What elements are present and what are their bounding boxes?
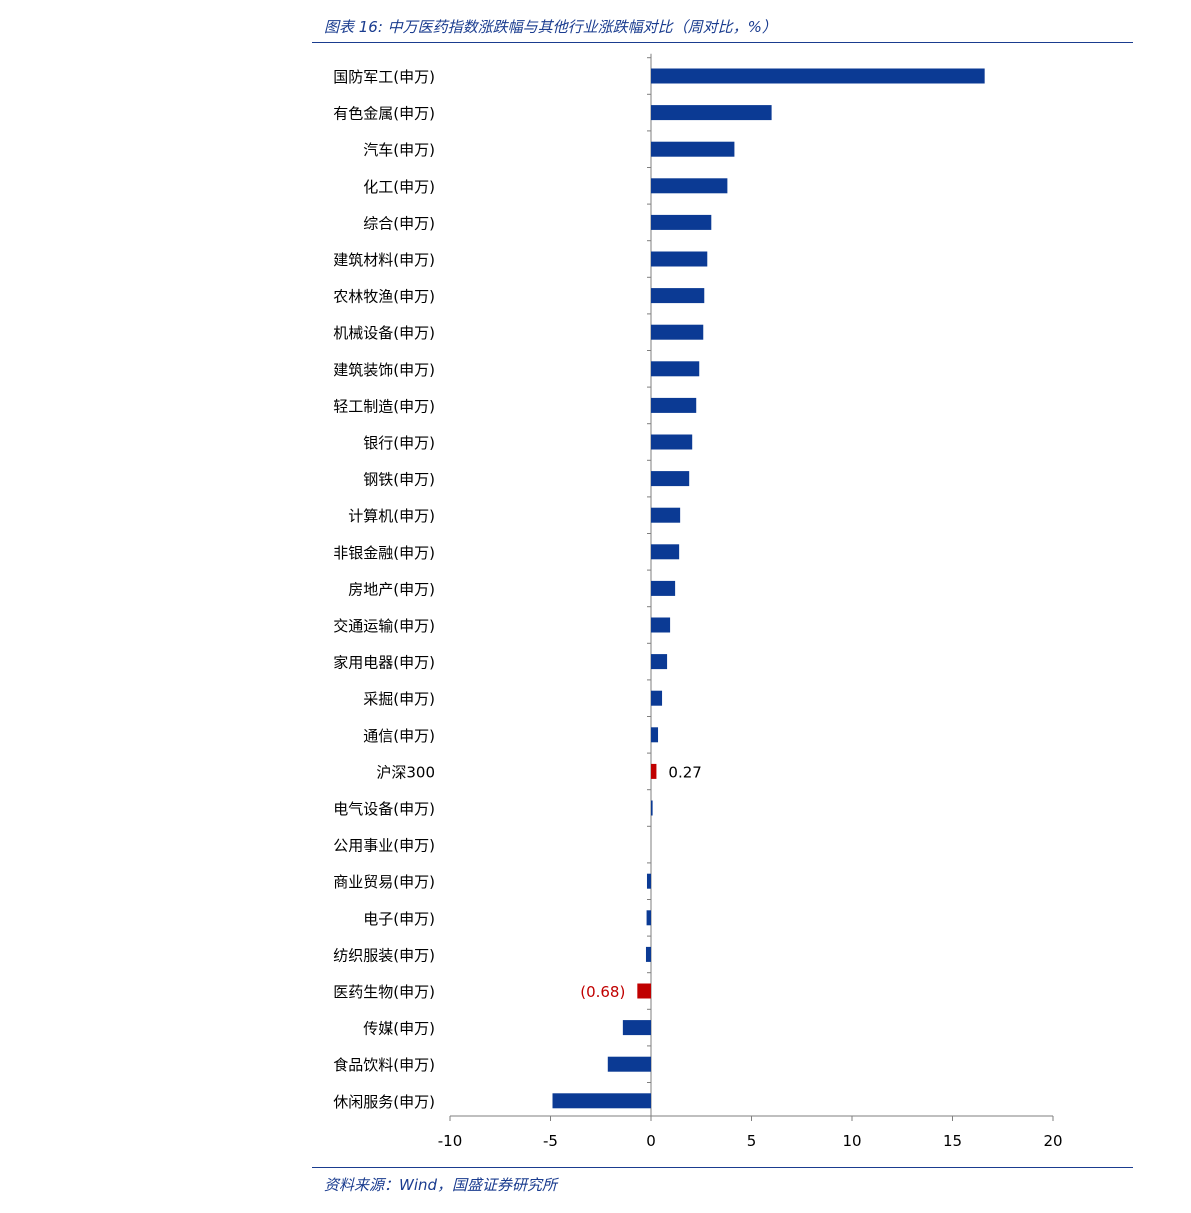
category-label: 电气设备(申万) [333, 800, 435, 818]
category-label: 化工(申万) [363, 178, 435, 196]
category-label: 有色金属(申万) [333, 105, 435, 123]
bar [651, 214, 712, 230]
bar [651, 141, 735, 157]
bar [651, 178, 728, 194]
bottom-rule [312, 1167, 1133, 1168]
data-label: 0.27 [668, 763, 701, 781]
bar [646, 873, 651, 889]
bar [651, 397, 697, 413]
category-label: 汽车(申万) [363, 141, 435, 159]
bar [651, 471, 690, 487]
bar [651, 68, 985, 84]
bar [637, 983, 651, 999]
bar [651, 727, 659, 743]
bar [651, 580, 676, 596]
category-label: 钢铁(申万) [363, 471, 435, 489]
category-label: 机械设备(申万) [333, 324, 435, 342]
category-label: 沪深300 [376, 763, 435, 781]
bar [651, 617, 671, 633]
category-label: 电子(申万) [363, 910, 435, 928]
bar [651, 507, 681, 523]
bar [622, 1020, 651, 1036]
bar [651, 654, 668, 670]
bar [651, 288, 705, 304]
x-tick-label: -10 [438, 1132, 463, 1150]
bar [651, 251, 708, 267]
category-label: 商业贸易(申万) [333, 873, 435, 891]
source-note: 资料来源：Wind，国盛证券研究所 [324, 1176, 558, 1194]
bar [645, 946, 651, 962]
bar [651, 361, 700, 377]
category-label: 食品饮料(申万) [333, 1056, 435, 1074]
category-label: 计算机(申万) [348, 507, 435, 525]
bar [651, 800, 653, 816]
category-label: 休闲服务(申万) [333, 1093, 435, 1111]
category-label: 采掘(申万) [363, 690, 435, 708]
x-tick-label: 10 [842, 1132, 861, 1150]
x-tick-label: 20 [1043, 1132, 1062, 1150]
bar [651, 434, 693, 450]
category-label: 通信(申万) [363, 727, 435, 745]
bar [651, 105, 772, 121]
x-tick-label: -5 [543, 1132, 558, 1150]
x-tick-label: 15 [943, 1132, 962, 1150]
bar [651, 544, 680, 560]
bar [651, 690, 663, 706]
category-label: 建筑材料(申万) [333, 251, 435, 269]
data-label: (0.68) [580, 983, 625, 1001]
category-label: 综合(申万) [363, 214, 435, 232]
category-label: 农林牧渔(申万) [333, 288, 435, 306]
top-rule [312, 42, 1133, 43]
category-label: 建筑装饰(申万) [333, 361, 435, 379]
category-label: 家用电器(申万) [333, 654, 435, 672]
category-label: 公用事业(申万) [333, 837, 435, 855]
category-label: 纺织服装(申万) [333, 946, 435, 964]
chart-caption: 图表 16: 中万医药指数涨跌幅与其他行业涨跌幅对比（周对比，%） [324, 18, 777, 36]
bar [607, 1056, 651, 1072]
category-label: 交通运输(申万) [333, 617, 435, 635]
bar [552, 1093, 651, 1109]
category-label: 国防军工(申万) [333, 68, 435, 86]
category-label: 传媒(申万) [363, 1020, 435, 1038]
x-tick-label: 5 [747, 1132, 757, 1150]
category-label: 非银金融(申万) [333, 544, 435, 562]
category-label: 医药生物(申万) [333, 983, 435, 1001]
category-label: 房地产(申万) [348, 580, 435, 598]
bar [651, 763, 657, 779]
category-label: 轻工制造(申万) [333, 397, 435, 415]
x-tick-label: 0 [646, 1132, 656, 1150]
bar [651, 324, 704, 340]
bar [646, 910, 651, 926]
category-label: 银行(申万) [363, 434, 435, 452]
